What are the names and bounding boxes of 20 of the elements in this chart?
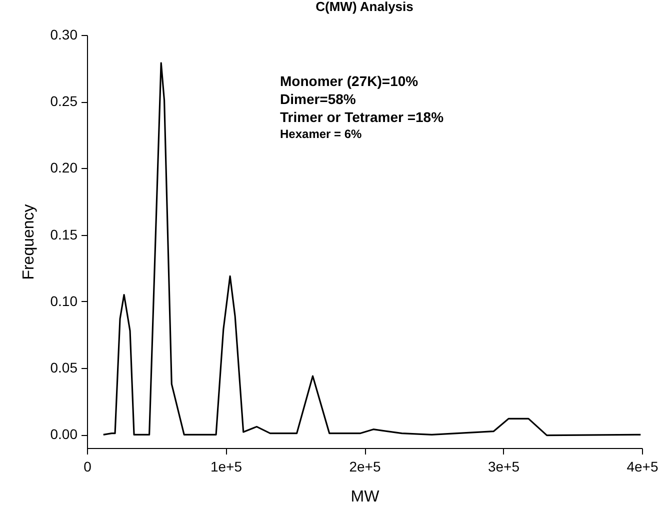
x-tick-label: 1e+5	[210, 458, 242, 474]
chart-title: C(MW) Analysis	[316, 0, 414, 14]
x-tick-label: 0	[84, 458, 92, 474]
y-tick-label: 0.05	[50, 360, 78, 376]
y-tick-label: 0.15	[50, 226, 78, 242]
y-tick-label: 0.20	[50, 160, 78, 176]
annotation: Dimer=58%	[280, 91, 356, 107]
y-tick-label: 0.00	[50, 426, 78, 442]
y-tick-label: 0.30	[50, 26, 78, 42]
y-tick-label: 0.10	[50, 292, 78, 309]
x-tick-label: 3e+5	[488, 458, 520, 474]
line-series	[102, 62, 642, 436]
annotation: Monomer (27K)=10%	[280, 73, 419, 89]
y-tick-label: 0.25	[50, 93, 78, 110]
x-tick-label: 2e+5	[349, 458, 381, 474]
x-axis-title: MW	[350, 488, 380, 505]
x-tick-label: 4e+5	[626, 458, 658, 474]
y-axis-title: Frequency	[20, 204, 38, 280]
annotation: Hexamer = 6%	[280, 127, 362, 141]
annotation: Trimer or Tetramer =18%	[280, 109, 444, 125]
